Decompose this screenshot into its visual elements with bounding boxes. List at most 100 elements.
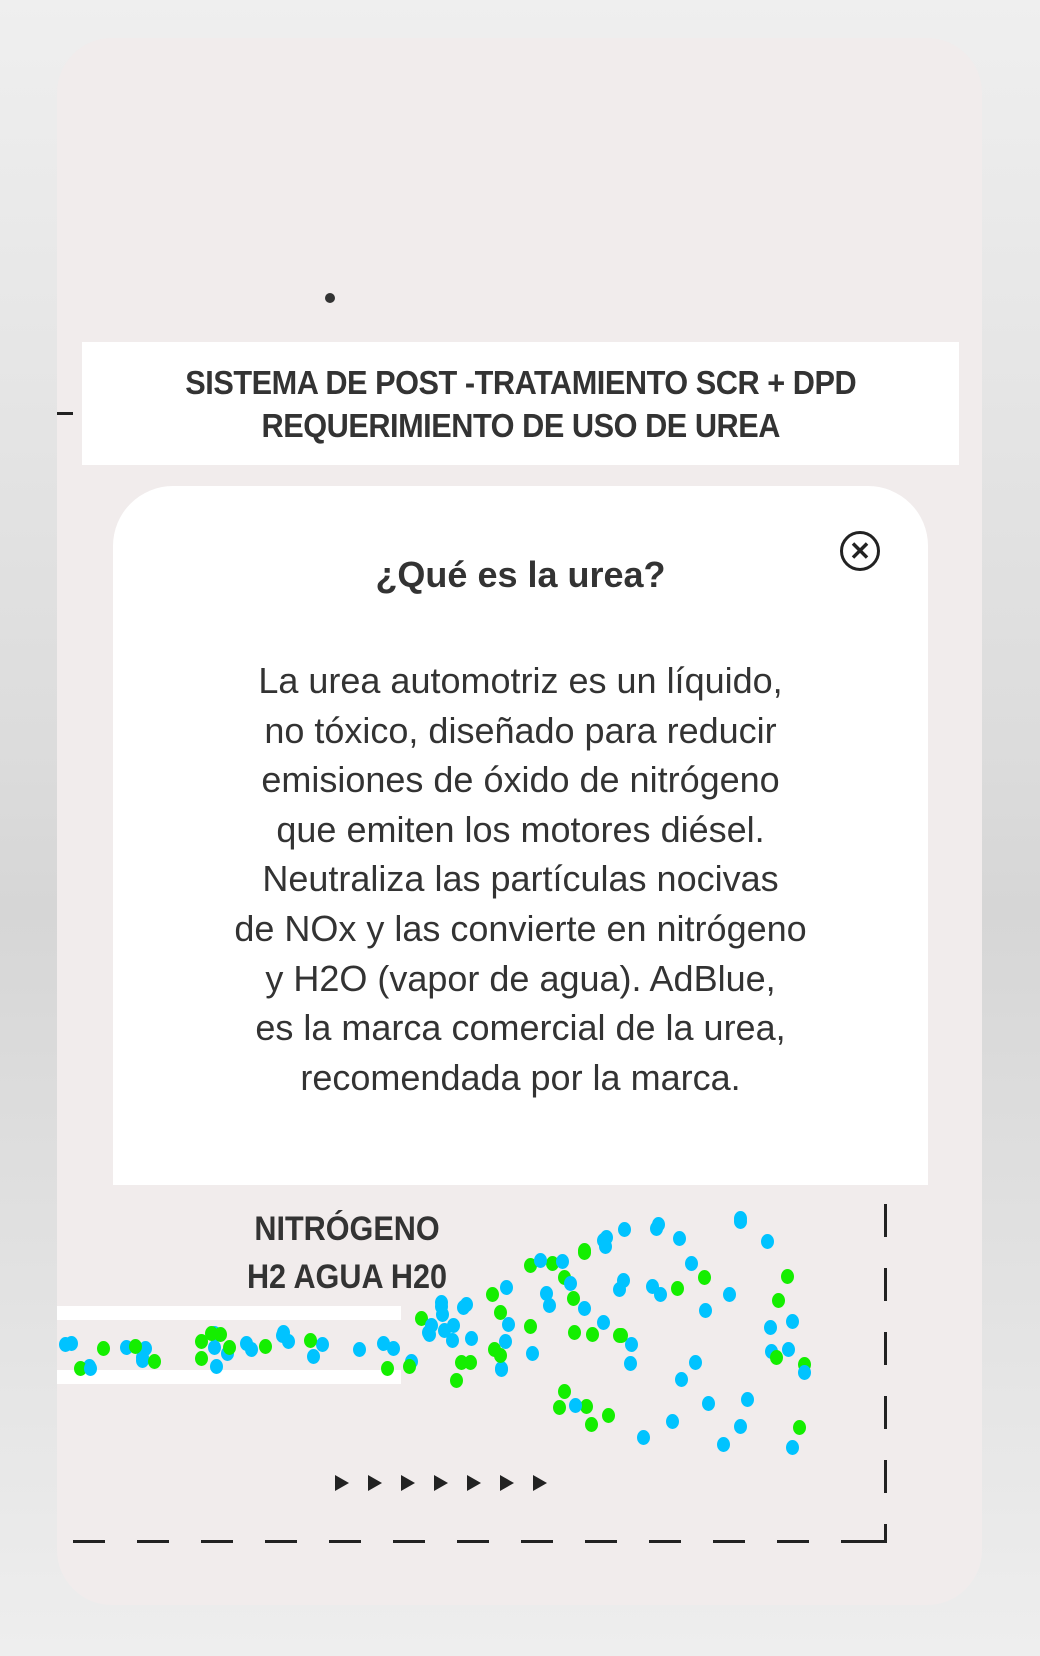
particle [649, 1220, 663, 1236]
particle [494, 1361, 508, 1377]
body-line: La urea automotriz es un líquido, [258, 660, 783, 701]
particle [424, 1317, 438, 1333]
particle [543, 1297, 557, 1313]
info-modal: ✕ ¿Qué es la urea? La urea automotriz es… [113, 486, 928, 1185]
particle [578, 1245, 592, 1261]
particle [486, 1286, 500, 1302]
particle [436, 1306, 450, 1322]
particle [555, 1254, 569, 1270]
particle [615, 1328, 629, 1344]
particle [147, 1354, 161, 1370]
particle [685, 1255, 699, 1271]
particle [381, 1360, 395, 1376]
body-line: no tóxico, diseñado para reducir [264, 709, 777, 751]
particle [563, 1275, 577, 1291]
particle [674, 1372, 688, 1388]
particle [666, 1413, 680, 1429]
particle [579, 1398, 593, 1414]
particle [97, 1340, 111, 1356]
dashed-border-bottom [57, 1540, 887, 1543]
particle [567, 1291, 581, 1307]
particle [353, 1341, 367, 1357]
particle [307, 1348, 321, 1364]
body-line: que emiten los motores diésel. [276, 808, 765, 850]
modal-body: La urea automotriz es un líquido, no tóx… [153, 656, 888, 1102]
particle [616, 1273, 630, 1289]
arrow-right-icon [335, 1475, 349, 1491]
dashed-border-right [884, 1204, 887, 1542]
particle [376, 1335, 390, 1351]
body-line: es la marca comercial de la urea, [255, 1007, 786, 1049]
pipe-bottom-wall [57, 1370, 401, 1384]
particle [568, 1325, 582, 1341]
particle [792, 1419, 806, 1435]
arrow-right-icon [401, 1475, 415, 1491]
arrow-right-icon [467, 1475, 481, 1491]
particle [73, 1361, 87, 1377]
particle [502, 1317, 516, 1333]
particle [624, 1336, 638, 1352]
pipe-top-wall [57, 1306, 401, 1320]
particle [545, 1256, 559, 1272]
particle [618, 1222, 632, 1238]
particle [59, 1337, 73, 1353]
particle [568, 1398, 582, 1414]
header-line-2: REQUERIMIENTO DE USO DE UREA [261, 406, 780, 444]
particle [698, 1303, 712, 1319]
close-circle-icon: ✕ [849, 535, 871, 566]
particle [459, 1297, 473, 1313]
particle [240, 1335, 254, 1351]
particle [577, 1301, 591, 1317]
particle [741, 1391, 755, 1407]
particle [194, 1333, 208, 1349]
body-line: recomendada por la marca. [300, 1056, 741, 1098]
particle [223, 1340, 237, 1356]
dashed-border-corner [872, 1540, 887, 1543]
particle [195, 1350, 209, 1366]
particle [523, 1257, 537, 1273]
particle [403, 1358, 417, 1374]
particle [734, 1213, 748, 1229]
particle [454, 1354, 468, 1370]
particle [702, 1396, 716, 1412]
particle [688, 1354, 702, 1370]
label-water: H2 AGUA H20 [246, 1258, 448, 1296]
body-line: emisiones de óxido de nitrógeno [261, 759, 780, 801]
particle [83, 1360, 97, 1376]
label-nitrogen: NITRÓGENO [254, 1210, 440, 1248]
particle [723, 1287, 737, 1303]
particle [499, 1333, 513, 1349]
particle [553, 1399, 567, 1415]
particle [716, 1437, 730, 1453]
particle [207, 1340, 221, 1356]
particle [214, 1327, 228, 1343]
particle [798, 1365, 812, 1381]
particle [623, 1355, 637, 1371]
particle [209, 1358, 223, 1374]
particle [534, 1252, 548, 1268]
particle [387, 1340, 401, 1356]
particle [585, 1416, 599, 1432]
particle [672, 1230, 686, 1246]
close-button[interactable]: ✕ [840, 531, 880, 571]
flow-arrows [335, 1475, 547, 1491]
particle [524, 1318, 538, 1334]
particle [414, 1311, 428, 1327]
particle [785, 1314, 799, 1330]
particle [781, 1269, 795, 1285]
particle [770, 1350, 784, 1366]
particle [596, 1314, 610, 1330]
body-line: Neutraliza las partículas nocivas [262, 858, 779, 900]
particle [136, 1353, 150, 1369]
particle [464, 1331, 478, 1347]
infographic-card: SISTEMA DE POST -TRATAMIENTO SCR + DPD R… [57, 38, 982, 1605]
particle [771, 1293, 785, 1309]
particle [275, 1327, 289, 1343]
dash-mark [57, 412, 73, 415]
particle [670, 1280, 684, 1296]
particle [558, 1384, 572, 1400]
particle [445, 1332, 459, 1348]
particle [786, 1439, 800, 1455]
particle [654, 1286, 668, 1302]
particle [781, 1342, 795, 1358]
